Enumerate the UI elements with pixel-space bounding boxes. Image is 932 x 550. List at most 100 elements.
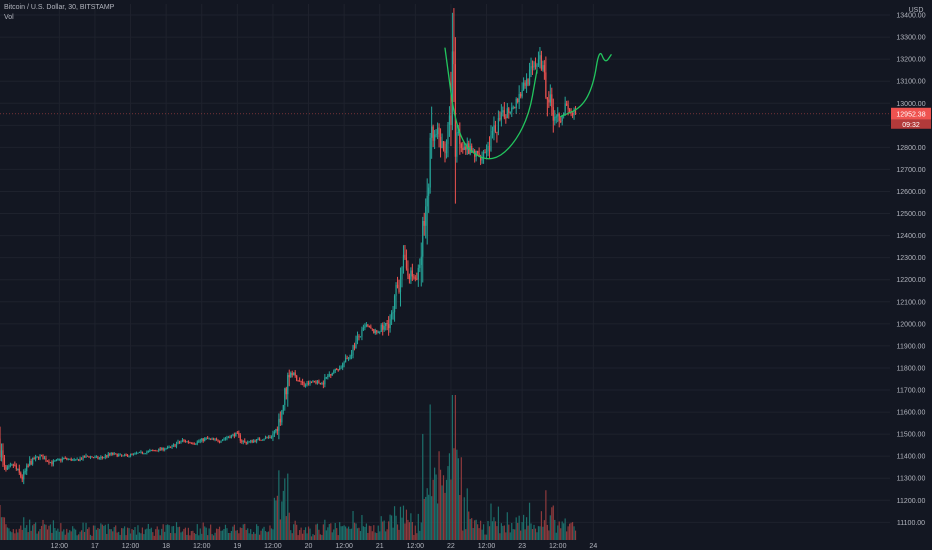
volume-bar xyxy=(97,527,99,540)
volume-bar xyxy=(52,520,54,540)
time-axis[interactable]: 12:00 17 12:00 18 12:00 19 12:00 20 12:00 21 12:00… xyxy=(51,543,598,550)
candle-body xyxy=(389,319,391,329)
volume-bar xyxy=(395,515,397,540)
candle-body xyxy=(230,435,232,438)
volume-bar xyxy=(442,475,445,540)
volume-bar xyxy=(444,492,446,540)
candle-body xyxy=(555,116,557,118)
countdown-value: 09:32 xyxy=(902,122,920,129)
candle-body xyxy=(374,330,376,334)
volume-bar xyxy=(183,528,185,540)
volume-bar xyxy=(174,533,176,540)
volume-bar xyxy=(304,527,307,540)
price-tick-label: 11300.00 xyxy=(897,476,926,483)
candle-body xyxy=(23,471,25,480)
candle-body xyxy=(144,453,146,455)
candle-body xyxy=(410,270,412,280)
candle-body xyxy=(574,110,577,113)
candle-body xyxy=(454,64,456,157)
volume-bar xyxy=(500,523,502,540)
candle-body xyxy=(257,438,259,440)
candle-body xyxy=(417,267,419,280)
candle-body xyxy=(445,143,448,154)
volume-bar xyxy=(58,531,60,540)
volume-bar xyxy=(125,535,127,540)
candle-body xyxy=(104,455,106,458)
candle-body xyxy=(525,79,528,86)
volume-bar xyxy=(29,519,31,540)
candle-body xyxy=(395,284,397,296)
volume-bar xyxy=(324,519,326,540)
volume-bar xyxy=(296,524,298,540)
candle-body xyxy=(333,371,335,373)
candle-body xyxy=(43,458,46,460)
candle-body xyxy=(530,66,532,70)
volume-bar xyxy=(355,523,357,540)
drawing-layer[interactable] xyxy=(444,47,612,160)
volume-bar xyxy=(436,503,439,540)
candle-body xyxy=(275,428,277,433)
volume-bar xyxy=(309,528,311,540)
volume-bar xyxy=(563,523,565,540)
candle-body xyxy=(336,368,338,370)
volume-bar xyxy=(83,531,86,540)
volume-bar xyxy=(88,527,90,540)
volume-bar xyxy=(264,531,267,540)
candle-body xyxy=(223,438,225,440)
volume-bar xyxy=(511,522,513,540)
candle-body xyxy=(309,381,311,384)
candle-body xyxy=(414,277,416,279)
candle-body xyxy=(97,456,99,459)
candle-body xyxy=(61,458,63,461)
price-tick-label: 12400.00 xyxy=(896,233,925,240)
candle-body xyxy=(451,51,454,125)
volume-bar xyxy=(124,526,126,540)
candle-body xyxy=(233,434,235,437)
candle-body xyxy=(399,279,402,292)
candle-body xyxy=(425,206,427,226)
volume-bar xyxy=(518,515,520,540)
volume-bar xyxy=(233,524,235,540)
candle-body xyxy=(138,451,141,453)
candle-body xyxy=(128,455,130,457)
volume-bar xyxy=(462,530,464,540)
candle-body xyxy=(362,327,365,330)
candle-body xyxy=(531,66,534,68)
volume-bar xyxy=(69,530,71,540)
volume-legend[interactable]: Vol xyxy=(4,14,14,21)
candle-body xyxy=(126,455,129,457)
price-tick-label: 13300.00 xyxy=(896,35,925,42)
volume-bar xyxy=(545,490,547,540)
candle-body xyxy=(380,324,382,332)
volume-bar xyxy=(172,526,175,540)
volume-bar xyxy=(131,528,133,540)
volume-bar xyxy=(549,515,551,540)
candle-body xyxy=(396,284,399,288)
candle-body xyxy=(482,152,485,159)
volume-bar xyxy=(490,503,492,540)
volume-bar xyxy=(143,534,145,540)
candle-body xyxy=(175,443,178,447)
volume-bar xyxy=(134,526,136,540)
candle-body xyxy=(302,381,304,383)
candle-body xyxy=(411,270,413,277)
candle-body xyxy=(517,98,519,103)
volume-bar xyxy=(2,517,4,540)
candle-body xyxy=(334,368,336,372)
candle-body xyxy=(118,454,120,457)
candle-body xyxy=(460,143,462,149)
volume-bar xyxy=(417,513,419,540)
volume-bar xyxy=(161,528,163,540)
volume-bar xyxy=(392,527,394,540)
candle-body xyxy=(368,326,370,328)
candle-body xyxy=(428,187,430,196)
candle-body xyxy=(552,107,554,121)
candle-body xyxy=(235,432,237,437)
candle-body xyxy=(260,439,262,441)
symbol-title[interactable]: Bitcoin / U.S. Dollar, 30, BITSTAMP xyxy=(4,4,115,11)
price-axis[interactable]: 11100.00 11200.00 11300.00 11400.00 11500.00… xyxy=(896,13,925,527)
candle-body xyxy=(172,444,175,446)
volume-bar xyxy=(57,528,59,540)
volume-bar xyxy=(263,526,265,540)
